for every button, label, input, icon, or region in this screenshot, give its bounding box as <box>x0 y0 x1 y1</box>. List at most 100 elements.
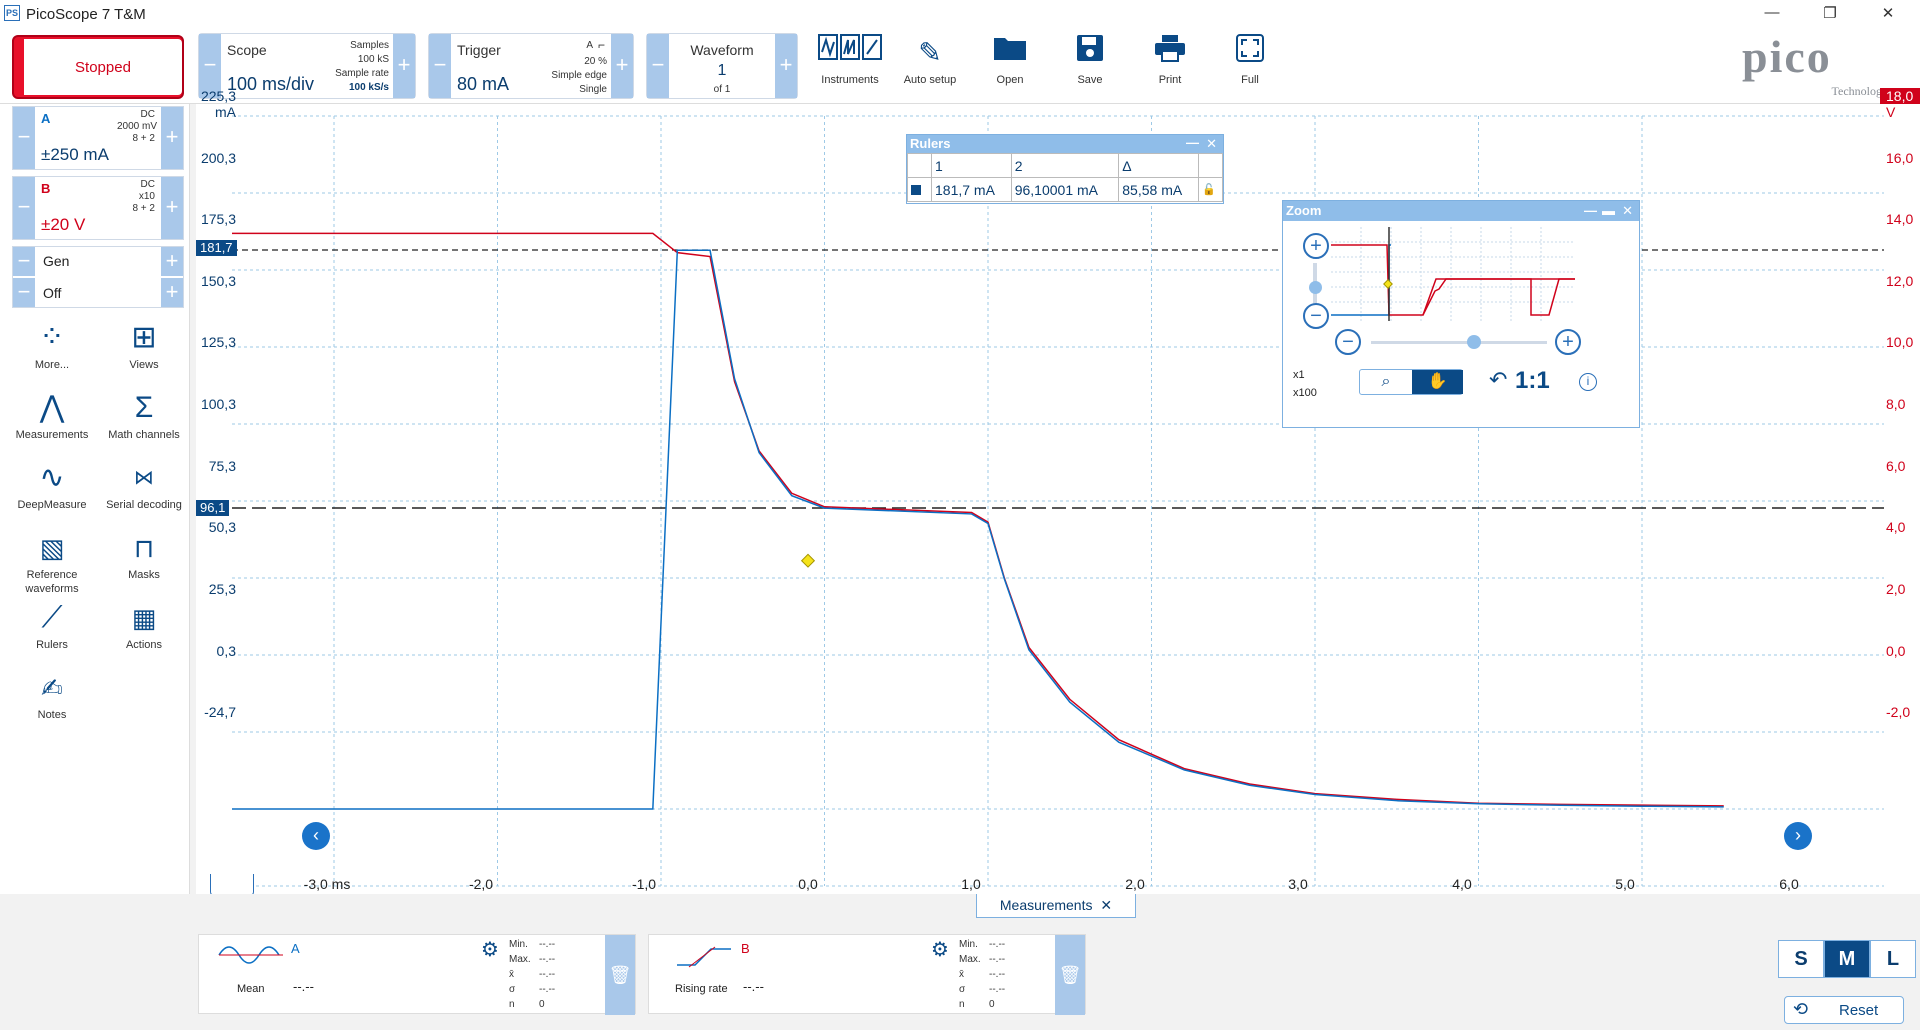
auto-setup-label: Auto setup <box>903 74 957 86</box>
horizontal-zoom-thumb[interactable] <box>1467 335 1481 349</box>
close-button[interactable]: ✕ <box>1881 5 1895 22</box>
trigger-mode[interactable]: Single <box>579 84 607 95</box>
gen-increase-button[interactable]: + <box>161 247 183 276</box>
serial-decoding-button[interactable]: ⋈ Serial decoding <box>104 458 184 524</box>
rulers-minimize-button[interactable]: — <box>1186 135 1199 150</box>
trigger-increase-button[interactable]: + <box>611 34 633 98</box>
measurement-card[interactable]: A Mean --.-- ⚙ Min. --.-- Max. --.-- x̄ … <box>198 934 636 1015</box>
undo-zoom-icon[interactable]: ↶ <box>1489 367 1508 392</box>
more-button[interactable]: ⁘ More... <box>12 318 92 384</box>
gen-label: Gen <box>43 253 70 269</box>
info-icon[interactable]: i <box>1579 373 1597 391</box>
run-stop-button[interactable]: Stopped <box>12 35 184 99</box>
y-left-tick: 125,3 <box>200 334 236 350</box>
size-large-button[interactable]: L <box>1870 940 1916 978</box>
channel-b-range[interactable]: ±20 V <box>41 215 86 234</box>
trigger-decrease-button[interactable]: − <box>429 34 451 98</box>
waveform-count: of 1 <box>713 84 731 95</box>
delete-measurement-trash-icon[interactable]: 🗑 <box>605 935 635 1015</box>
measurements-tab-close-icon[interactable]: ✕ <box>1100 897 1113 913</box>
channel-b-name[interactable]: B <box>41 181 51 196</box>
sine-wave-icon <box>218 946 283 964</box>
zoom-maximize-button[interactable]: ▬ <box>1602 203 1615 218</box>
zoom-out-horizontal-button[interactable]: − <box>1335 329 1361 355</box>
channel-a-range-increase[interactable]: + <box>161 107 183 169</box>
channel-b-range-increase[interactable]: + <box>161 177 183 239</box>
trigger-position-handle[interactable] <box>210 874 254 896</box>
vertical-zoom-thumb[interactable] <box>1309 281 1322 294</box>
zoom-overview[interactable] <box>1331 227 1575 321</box>
channel-b-range-decrease[interactable]: − <box>13 177 35 239</box>
trigger-type[interactable]: Simple edge <box>551 70 607 81</box>
zoom-in-horizontal-button[interactable]: + <box>1555 329 1581 355</box>
channel-b-coupling: DC <box>140 179 155 190</box>
gen-state[interactable]: Off <box>43 285 62 301</box>
minimize-button[interactable]: — <box>1764 4 1780 21</box>
reset-button[interactable]: ⟲ Reset <box>1784 996 1904 1024</box>
zoom-reset-ratio[interactable]: 1:1 <box>1515 367 1550 394</box>
channel-a-range-decrease[interactable]: − <box>13 107 35 169</box>
waveform-next-button[interactable]: + <box>775 34 797 98</box>
reference-waveforms-button[interactable]: ▧ Reference waveforms <box>12 528 92 595</box>
instruments-button[interactable]: Instruments <box>814 32 886 100</box>
views-button[interactable]: ⊞ Views <box>104 318 184 384</box>
y-left-tick: 175,3 <box>200 211 236 227</box>
trigger-level-value[interactable]: 80 mA <box>457 74 510 94</box>
restore-button[interactable]: ❐ <box>1823 5 1837 22</box>
save-button[interactable]: Save <box>1054 32 1126 100</box>
ruler-lock-icon[interactable]: 🔓 <box>1198 177 1223 202</box>
gen-state-decrease-button[interactable]: − <box>13 278 35 307</box>
stat-mean-label: x̄ <box>959 969 964 980</box>
fullscreen-button[interactable]: Full <box>1214 32 1286 100</box>
timebase-decrease-button[interactable]: − <box>199 34 221 98</box>
zoom-out-vertical-button[interactable]: − <box>1303 303 1329 329</box>
waveform-previous-button[interactable]: − <box>647 34 669 98</box>
actions-button[interactable]: ▦ Actions <box>104 598 184 664</box>
rulers-close-button[interactable]: ✕ <box>1206 136 1217 151</box>
x-tick: 6,0 <box>1779 876 1799 892</box>
measurement-card[interactable]: B Rising rate --.-- ⚙ Min. --.-- Max. --… <box>648 934 1086 1015</box>
scope-view[interactable]: 225,3 mA 200,3 175,3 150,3 125,3 100,3 7… <box>196 88 1920 896</box>
channel-a-name[interactable]: A <box>41 111 51 126</box>
zoom-mode-magnifier-icon[interactable]: ⌕ <box>1381 373 1391 390</box>
timebase-value[interactable]: 100 ms/div <box>227 74 315 94</box>
waveform-chart[interactable] <box>196 104 1920 894</box>
measurements-tab[interactable]: Measurements ✕ <box>976 894 1136 918</box>
measurement-settings-gear-icon[interactable]: ⚙ <box>481 939 499 961</box>
delete-measurement-trash-icon[interactable]: 🗑 <box>1055 935 1085 1015</box>
timebase-increase-button[interactable]: + <box>393 34 415 98</box>
notes-button[interactable]: ✍ Notes <box>12 668 92 734</box>
scroll-right-button[interactable]: › <box>1784 822 1812 850</box>
size-medium-button[interactable]: M <box>1824 940 1870 978</box>
math-channels-button[interactable]: Σ Math channels <box>104 388 184 454</box>
y-right-tick: 4,0 <box>1886 519 1906 535</box>
auto-setup-button[interactable]: ✎ Auto setup <box>894 32 966 100</box>
gen-decrease-button[interactable]: − <box>13 247 35 276</box>
pan-mode-hand-icon[interactable]: ✋ <box>1412 370 1463 394</box>
zoom-minimize-button[interactable]: — <box>1584 203 1597 218</box>
measurement-settings-gear-icon[interactable]: ⚙ <box>931 939 949 961</box>
y-right-tick[interactable]: 18,0 <box>1880 88 1920 104</box>
y-right-tick: -2,0 <box>1886 704 1911 720</box>
measurement-value: --.-- <box>743 979 764 994</box>
zoom-in-vertical-button[interactable]: + <box>1303 233 1329 259</box>
math-channels-label: Math channels <box>108 429 180 441</box>
samples-value[interactable]: 100 kS <box>357 54 389 65</box>
deepmeasure-button[interactable]: ∿ DeepMeasure <box>12 458 92 524</box>
measurements-button[interactable]: ⋀ Measurements <box>12 388 92 454</box>
channel-a-range[interactable]: ±250 mA <box>41 145 109 164</box>
ruler-2-marker[interactable]: 96,1 <box>196 500 230 516</box>
ruler-1-marker[interactable]: 181,7 <box>196 240 237 256</box>
open-button[interactable]: Open <box>974 32 1046 100</box>
zoom-close-button[interactable]: ✕ <box>1622 203 1633 218</box>
zoom-panel[interactable]: Zoom — ▬ ✕ + − − + x1 x100 ⌕ ✋ ↶ 1:1 i <box>1282 200 1640 428</box>
size-small-button[interactable]: S <box>1778 940 1824 978</box>
trigger-marker[interactable] <box>800 553 816 568</box>
horizontal-zoom-track[interactable] <box>1371 341 1547 344</box>
rulers-button[interactable]: ⟋ Rulers <box>12 598 92 664</box>
rulers-panel[interactable]: Rulers — ✕ 1 2 Δ 181,7 mA 96,10001 mA 85… <box>906 134 1224 204</box>
print-button[interactable]: Print <box>1134 32 1206 100</box>
scroll-left-button[interactable]: ‹ <box>302 822 330 850</box>
gen-state-increase-button[interactable]: + <box>161 278 183 307</box>
masks-button[interactable]: ⊓ Masks <box>104 528 184 594</box>
